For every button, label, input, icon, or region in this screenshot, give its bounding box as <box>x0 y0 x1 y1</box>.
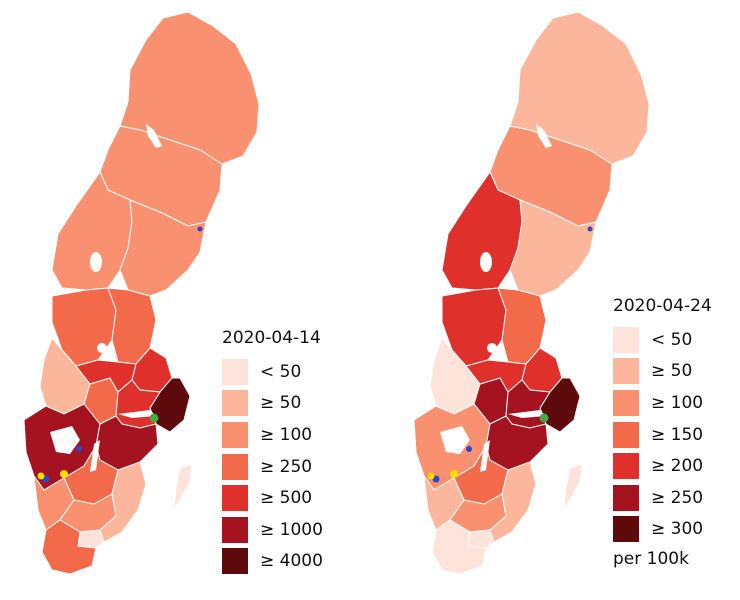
marker-yellow <box>450 470 458 478</box>
legend-label: ≥ 4000 <box>260 551 323 572</box>
region-gotland <box>563 463 583 510</box>
marker-yellow <box>60 470 68 478</box>
legend-label: ≥ 1000 <box>260 519 323 540</box>
legend-swatch <box>613 453 639 480</box>
marker-blue <box>197 226 203 232</box>
lake-torneträsk <box>536 124 552 148</box>
legend-swatch <box>613 389 639 416</box>
lake-vattern <box>480 440 490 472</box>
lake-malaren <box>508 410 546 418</box>
legend-label: ≥ 150 <box>651 424 704 445</box>
legend-label: ≥ 100 <box>651 392 704 413</box>
marker-green <box>539 413 549 423</box>
legend-swatch <box>222 453 248 480</box>
legend-swatch <box>222 548 248 575</box>
legend-title: 2020-04-24 <box>613 296 712 316</box>
lake-vanern <box>50 426 80 454</box>
lake-siljan <box>97 343 107 353</box>
region-skane <box>431 519 487 575</box>
lake-vanern <box>440 426 470 454</box>
marker-green <box>149 413 159 423</box>
region-gotland <box>173 463 193 510</box>
lake-siljan <box>487 343 497 353</box>
lake-storsjon <box>90 252 102 272</box>
legend-row: ≥ 1000 <box>222 514 323 546</box>
region-blekinge <box>77 529 105 549</box>
legend-label: ≥ 500 <box>260 488 313 509</box>
legend-swatch <box>222 485 248 512</box>
legend-label: ≥ 300 <box>651 519 704 540</box>
map-2020-04-14 <box>23 11 260 575</box>
lake-storsjon <box>480 252 492 272</box>
legend-label: ≥ 100 <box>260 424 313 445</box>
legend-swatch <box>613 358 639 385</box>
legend-row: ≥ 100 <box>613 387 712 419</box>
legend-label: ≥ 250 <box>260 456 313 477</box>
map-2020-04-24 <box>413 11 650 575</box>
marker-blue <box>466 446 472 452</box>
region-kalmar <box>489 461 537 543</box>
legend-swatch <box>222 390 248 417</box>
legend-unit-note: per 100k <box>613 549 689 570</box>
marker-yellow <box>37 472 45 480</box>
lake-torneträsk <box>146 124 162 148</box>
legend-row: ≥ 4000 <box>222 546 323 578</box>
legend-row: ≥ 500 <box>222 482 323 514</box>
legend-row: ≥ 250 <box>613 482 712 514</box>
region-kalmar <box>99 461 147 543</box>
legend-row: ≥ 150 <box>613 419 712 451</box>
legend-swatch <box>613 421 639 448</box>
marker-blue <box>76 446 82 452</box>
legend-title: 2020-04-14 <box>222 328 321 348</box>
legend-swatch <box>222 421 248 448</box>
legend-row: ≥ 50 <box>613 356 712 388</box>
marker-yellow <box>427 472 435 480</box>
legend-label: ≥ 50 <box>651 361 693 382</box>
legend-row: ≥ 50 <box>222 388 323 420</box>
legend-swatch <box>222 516 248 543</box>
legend-swatch <box>613 516 639 543</box>
marker-blue <box>587 226 593 232</box>
lake-vattern <box>90 440 100 472</box>
legend-swatch <box>613 326 639 353</box>
legend-label: ≥ 250 <box>651 487 704 508</box>
legend-row: ≥ 100 <box>222 419 323 451</box>
legend-swatch <box>222 358 248 385</box>
lake-malaren <box>118 410 156 418</box>
legend-row: < 50 <box>613 324 712 356</box>
legend-swatch <box>613 484 639 511</box>
region-vasternorrland <box>509 199 597 297</box>
legend-label: < 50 <box>651 329 693 350</box>
region-blekinge <box>467 529 495 549</box>
legend-label: < 50 <box>260 361 302 382</box>
region-norrbotten <box>509 11 650 165</box>
legend-row: < 50 <box>222 356 323 388</box>
legend-row: ≥ 200 <box>613 450 712 482</box>
legend-label: ≥ 50 <box>260 393 302 414</box>
region-skane <box>41 519 97 575</box>
legend-label: ≥ 200 <box>651 456 704 477</box>
legend-2020-04-24: 2020-04-24 < 50 ≥ 50 ≥ 100 ≥ 150 ≥ 200 ≥… <box>613 294 712 573</box>
legend-2020-04-14: 2020-04-14 < 50 ≥ 50 ≥ 100 ≥ 250 ≥ 500 ≥… <box>222 326 323 577</box>
legend-row: ≥ 250 <box>222 451 323 483</box>
legend-row: ≥ 300 <box>613 514 712 546</box>
